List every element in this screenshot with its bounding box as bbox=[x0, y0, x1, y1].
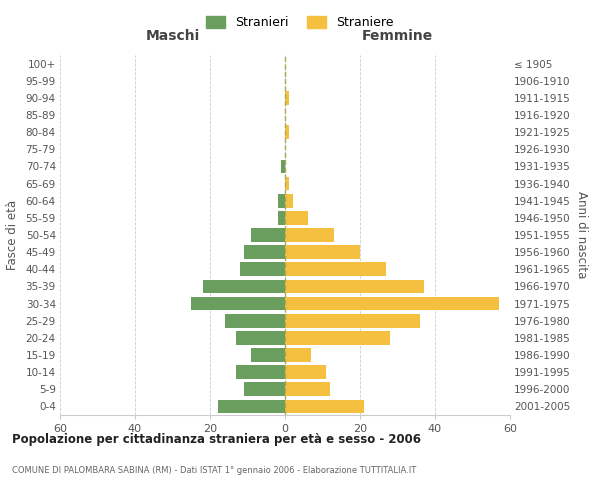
Bar bbox=[285, 246, 360, 259]
Bar bbox=[285, 296, 499, 310]
Bar bbox=[285, 382, 330, 396]
Y-axis label: Fasce di età: Fasce di età bbox=[5, 200, 19, 270]
Bar bbox=[285, 211, 308, 224]
Bar bbox=[285, 366, 326, 379]
Bar bbox=[281, 160, 285, 173]
Bar bbox=[285, 194, 293, 207]
Bar bbox=[285, 91, 289, 104]
Bar bbox=[251, 348, 285, 362]
Bar bbox=[285, 176, 289, 190]
Y-axis label: Anni di nascita: Anni di nascita bbox=[575, 192, 587, 278]
Bar bbox=[285, 331, 390, 344]
Text: Maschi: Maschi bbox=[145, 29, 200, 43]
Bar bbox=[236, 366, 285, 379]
Bar bbox=[236, 331, 285, 344]
Bar bbox=[285, 126, 289, 139]
Bar bbox=[285, 314, 420, 328]
Bar bbox=[240, 262, 285, 276]
Bar bbox=[244, 246, 285, 259]
Text: Popolazione per cittadinanza straniera per età e sesso - 2006: Popolazione per cittadinanza straniera p… bbox=[12, 432, 421, 446]
Bar bbox=[191, 296, 285, 310]
Text: COMUNE DI PALOMBARA SABINA (RM) - Dati ISTAT 1° gennaio 2006 - Elaborazione TUTT: COMUNE DI PALOMBARA SABINA (RM) - Dati I… bbox=[12, 466, 416, 475]
Text: Femmine: Femmine bbox=[362, 29, 433, 43]
Bar bbox=[218, 400, 285, 413]
Bar bbox=[277, 194, 285, 207]
Bar bbox=[225, 314, 285, 328]
Bar bbox=[244, 382, 285, 396]
Bar bbox=[285, 262, 386, 276]
Bar bbox=[277, 211, 285, 224]
Bar bbox=[251, 228, 285, 242]
Bar bbox=[285, 228, 334, 242]
Bar bbox=[285, 348, 311, 362]
Bar bbox=[285, 400, 364, 413]
Bar bbox=[203, 280, 285, 293]
Legend: Stranieri, Straniere: Stranieri, Straniere bbox=[202, 11, 398, 34]
Bar bbox=[285, 280, 424, 293]
